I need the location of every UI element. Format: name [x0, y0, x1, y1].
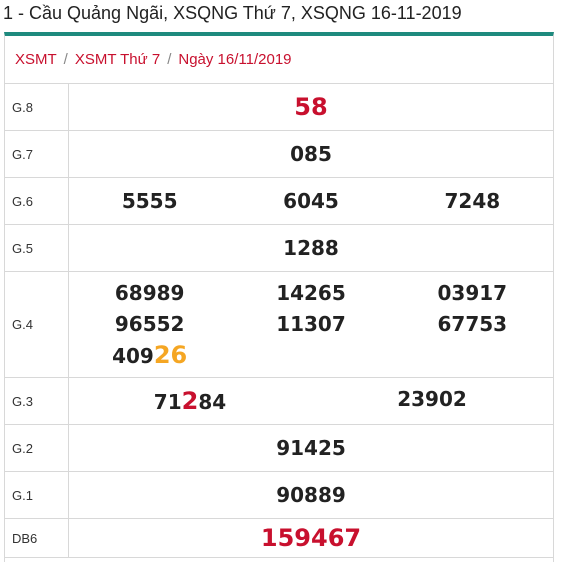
prize-label: G.8 — [5, 84, 69, 131]
prize-number: 6045 — [283, 189, 339, 213]
prize-number: 085 — [290, 142, 332, 166]
breadcrumb: XSMT / XSMT Thứ 7 / Ngày 16/11/2019 — [5, 36, 553, 84]
breadcrumb-separator: / — [63, 51, 68, 68]
prize-number: 23902 — [397, 387, 467, 411]
prize-number: 58 — [294, 93, 328, 121]
highlighted-digits: 26 — [153, 341, 188, 369]
prize-label: G.3 — [5, 377, 69, 425]
prize-number: 1288 — [283, 236, 339, 260]
prize-row-g5: G.5 1288 — [5, 224, 553, 272]
prize-row-g3: G.3 71284 23902 — [5, 377, 553, 425]
breadcrumb-date[interactable]: Ngày 16/11/2019 — [178, 51, 292, 68]
prize-number: 67753 — [437, 312, 508, 336]
breadcrumb-separator: / — [167, 51, 172, 68]
prize-label: DB6 — [5, 518, 69, 558]
prize-row-g4: G.4 68989 14265 03917 96552 11307 67753 … — [5, 271, 553, 378]
number-prefix: 409 — [112, 344, 154, 368]
prize-label: G.4 — [5, 271, 69, 378]
prize-row-g6: G.6 5555 6045 7248 — [5, 177, 553, 225]
prize-label: G.7 — [5, 130, 69, 178]
prize-row-g8: G.8 58 — [5, 84, 553, 131]
breadcrumb-xsmt-thu-7[interactable]: XSMT Thứ 7 — [74, 51, 161, 68]
results-panel: XSMT / XSMT Thứ 7 / Ngày 16/11/2019 G.8 58 G… — [4, 32, 554, 562]
prize-row-g1: G.1 90889 — [5, 471, 553, 519]
prize-number: 90889 — [276, 483, 346, 507]
prize-label: G.6 — [5, 177, 69, 225]
prize-row-g2: G.2 91425 — [5, 424, 553, 472]
prize-label: G.5 — [5, 224, 69, 272]
prize-number: 96552 — [114, 312, 185, 336]
prize-number: 68989 — [114, 281, 185, 305]
prize-number: 91425 — [276, 436, 346, 460]
prize-label: G.1 — [5, 471, 69, 519]
prize-row-special: DB6 159467 — [5, 518, 553, 558]
number-prefix: 71 — [153, 390, 182, 414]
prize-number: 7248 — [444, 189, 501, 213]
results-table: G.8 58 G.7 085 G.6 5555 6045 7248 G.5 12… — [5, 84, 553, 558]
page-title: 1 - Cầu Quảng Ngãi, XSQNG Thứ 7, XSQNG 1… — [3, 3, 462, 23]
prize-number: 5555 — [121, 189, 178, 213]
prize-number: 11307 — [276, 312, 346, 336]
prize-number: 03917 — [437, 281, 508, 305]
highlighted-digits: 2 — [181, 387, 199, 415]
prize-number: 14265 — [276, 281, 346, 305]
breadcrumb-xsmt[interactable]: XSMT — [15, 51, 57, 68]
prize-label: G.2 — [5, 424, 69, 472]
prize-number: 40926 — [69, 340, 230, 371]
prize-number: 71284 — [69, 387, 311, 415]
number-suffix: 84 — [198, 390, 227, 414]
prize-row-g7: G.7 085 — [5, 130, 553, 178]
prize-number: 159467 — [260, 524, 362, 552]
